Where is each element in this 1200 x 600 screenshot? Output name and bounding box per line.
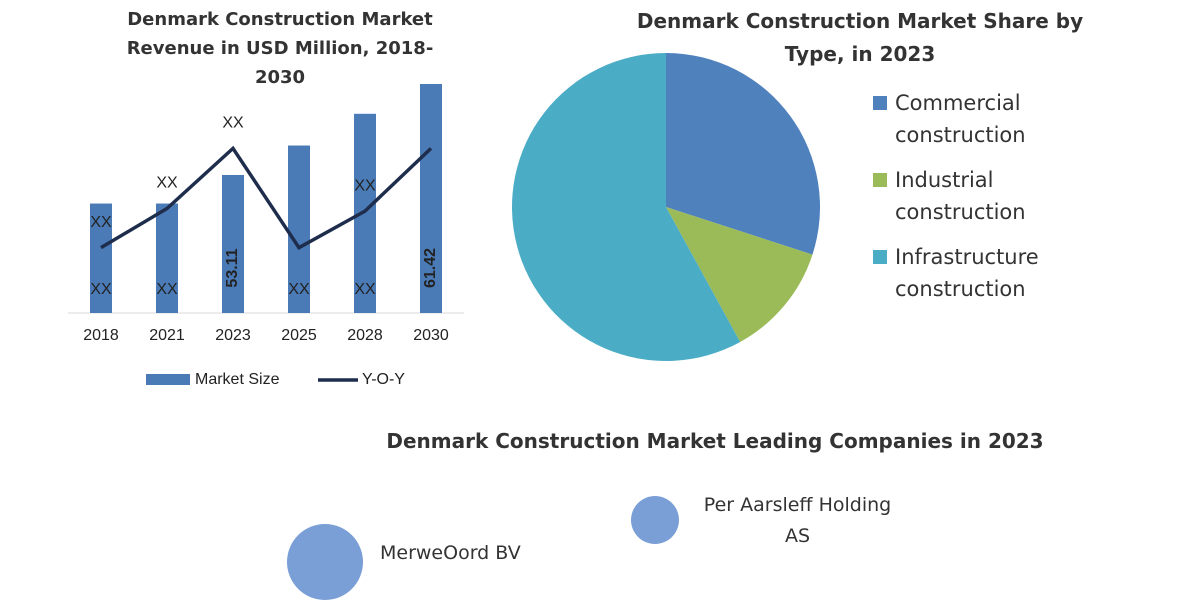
chart-title: Denmark Construction Market Leading Comp… xyxy=(386,429,1044,453)
bubble xyxy=(287,524,363,600)
legend-swatch xyxy=(146,374,190,385)
pie-slice xyxy=(511,53,741,362)
x-tick-label: 2030 xyxy=(413,327,449,344)
x-tick-label: 2028 xyxy=(347,327,383,344)
data-label: XX xyxy=(156,281,178,298)
pie-slice xyxy=(666,207,813,342)
line xyxy=(100,145,433,250)
x-tick-label: 2023 xyxy=(215,327,251,344)
legend-label: Commercial construction xyxy=(895,91,1026,147)
legend-swatch xyxy=(873,250,887,264)
x-tick-label: 2018 xyxy=(83,327,119,344)
data-label: XX xyxy=(222,115,244,132)
legend-swatch xyxy=(873,173,887,187)
legend-label: Market Size xyxy=(195,371,280,388)
bar xyxy=(288,145,310,313)
legend-label: Industrial construction xyxy=(895,168,1026,224)
data-label: XX xyxy=(90,214,112,231)
pie-slice xyxy=(666,52,820,255)
bubble-label: Per Aarsleff Holding AS xyxy=(703,494,892,547)
bubble xyxy=(631,496,679,544)
data-label: XX xyxy=(156,175,178,192)
legend-label: Infrastructure construction xyxy=(895,245,1039,301)
bar xyxy=(90,203,112,313)
data-label: XX xyxy=(90,281,112,298)
bar xyxy=(222,174,244,313)
data-label: XX xyxy=(354,177,376,194)
x-tick-label: 2021 xyxy=(149,327,185,344)
legend-swatch xyxy=(873,96,887,110)
data-label: XX xyxy=(288,281,310,298)
bar xyxy=(354,113,376,313)
data-label: 53.11 xyxy=(224,248,241,287)
legend-label: Y-O-Y xyxy=(362,371,405,388)
data-label: 61.42 xyxy=(422,248,439,288)
chart-title: Denmark Construction Market Share by Typ… xyxy=(636,9,1084,66)
data-label: XX xyxy=(354,281,376,298)
chart-title: Denmark Construction Market Revenue in U… xyxy=(126,9,434,88)
bubble-label: MerweOord BV xyxy=(380,542,521,564)
x-tick-label: 2025 xyxy=(281,327,317,344)
bar xyxy=(156,203,178,313)
bar xyxy=(420,84,442,314)
